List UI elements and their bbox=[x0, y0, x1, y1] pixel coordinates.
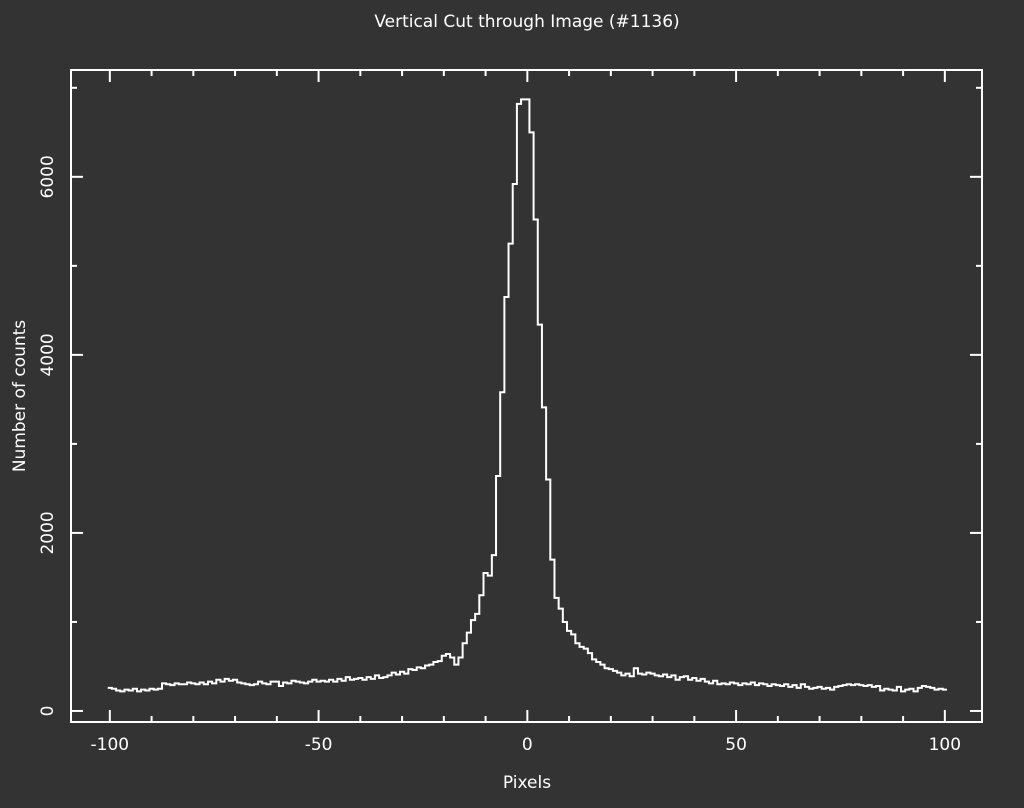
y-axis-label: Number of counts bbox=[10, 320, 30, 472]
plot-frame bbox=[70, 69, 983, 723]
y-tick-label: 0 bbox=[38, 706, 58, 717]
x-tick-label: -50 bbox=[305, 735, 333, 755]
chart-title: Vertical Cut through Image (#1136) bbox=[374, 12, 679, 32]
x-tick-label: 0 bbox=[522, 735, 533, 755]
x-tick-label: -100 bbox=[91, 735, 130, 755]
x-tick-label: 50 bbox=[725, 735, 747, 755]
x-tick-label: 100 bbox=[929, 735, 961, 755]
y-tick-label: 6000 bbox=[38, 155, 58, 198]
y-tick-label: 4000 bbox=[38, 333, 58, 376]
y-tick-label: 2000 bbox=[38, 511, 58, 554]
data-line bbox=[107, 98, 947, 693]
x-axis-label: Pixels bbox=[503, 773, 551, 793]
